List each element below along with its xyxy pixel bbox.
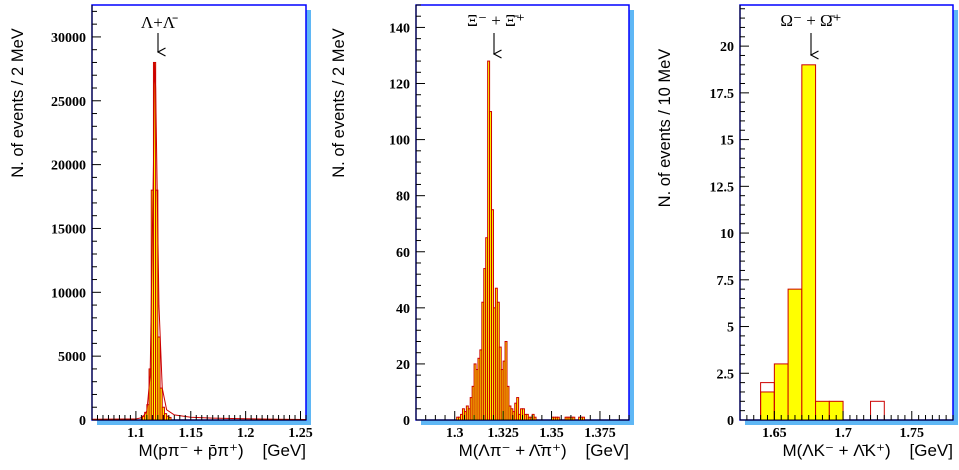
y-tick-label: 7.5 <box>717 274 735 289</box>
x-tick-label: 1.75 <box>900 426 925 441</box>
y-tick-label: 0 <box>79 414 86 429</box>
x-tick-label: 1.2 <box>237 426 255 441</box>
y-tick-label: 0 <box>727 414 734 429</box>
panel-omega: 1.65 1.7 1.75 0 2.5 5 7.5 10 12.5 15 17.5 20 Ω⁻ + Ω… <box>656 4 958 460</box>
y-tick-label: 12.5 <box>710 180 735 195</box>
y-tick-label: 2.5 <box>717 367 735 382</box>
y-tick-label: 25000 <box>51 95 86 110</box>
panel-lambda: 1.1 1.15 1.2 1.25 0 5000 10000 15000 20000 25000 3… <box>9 4 313 460</box>
y-tick-label: 20 <box>720 40 734 55</box>
y-tick-label: 100 <box>389 134 410 149</box>
y-tick-label: 60 <box>396 246 410 261</box>
histogram-bar <box>787 288 803 421</box>
x-tick-label: 1.35 <box>539 426 564 441</box>
x-axis-title: M(Λπ⁻ + Λ̄π⁺) [GeV] <box>459 441 629 460</box>
axis-ticks: 1.65 1.7 1.75 0 2.5 5 7.5 10 12.5 15 17.5 20 <box>710 8 954 441</box>
y-tick-label: 15000 <box>51 222 86 237</box>
panel-xi: 1.3 1.325 1.35 1.375 0 20 40 60 80 100 120 140 Ξ⁻ +… <box>330 4 634 460</box>
y-tick-label: 40 <box>396 302 410 317</box>
y-tick-label: 20 <box>396 358 410 373</box>
y-tick-label: 20000 <box>51 159 86 174</box>
y-tick-label: 10 <box>720 227 734 242</box>
x-axis-title: M(pπ⁻ + p̄π⁺) [GeV] <box>138 441 306 460</box>
plot-area <box>415 4 630 421</box>
y-tick-label: 140 <box>389 21 410 36</box>
y-tick-label: 10000 <box>51 286 86 301</box>
x-tick-label: 1.3 <box>446 426 464 441</box>
peak-annotation: Ω⁻ + Ω̄⁺ <box>780 11 841 30</box>
histogram-bar <box>773 363 789 421</box>
x-tick-label: 1.7 <box>834 426 852 441</box>
x-tick-label: 1.25 <box>288 426 313 441</box>
x-tick-label: 1.325 <box>487 426 519 441</box>
plot-area <box>91 4 307 421</box>
y-axis-title: N. of events / 2 MeV <box>330 28 348 177</box>
y-tick-label: 120 <box>389 78 410 93</box>
x-tick-label: 1.1 <box>127 426 145 441</box>
y-tick-label: 0 <box>403 414 410 429</box>
x-tick-label: 1.375 <box>584 426 616 441</box>
histogram-layer <box>456 60 585 421</box>
y-tick-label: 30000 <box>51 31 86 46</box>
y-axis-title: N. of events / 2 MeV <box>9 28 27 177</box>
peak-annotation: Λ+Λ̄ <box>141 13 178 32</box>
axis-ticks: 1.3 1.325 1.35 1.375 0 20 40 60 80 100 120 140 <box>389 4 630 441</box>
y-tick-label: 17.5 <box>710 87 735 102</box>
y-tick-label: 80 <box>396 190 410 205</box>
peak-annotation: Ξ⁻ + Ξ̄⁺ <box>467 11 525 30</box>
histogram-bar <box>801 64 817 421</box>
y-tick-label: 15 <box>720 134 734 149</box>
plot-area <box>739 4 954 421</box>
x-axis-title: M(ΛK⁻ + Λ̄K⁺) [GeV] <box>782 441 953 460</box>
y-tick-label: 5000 <box>58 350 86 365</box>
axis-ticks: 1.1 1.15 1.2 1.25 0 5000 10000 15000 20000 25000 3… <box>51 10 313 441</box>
x-tick-label: 1.15 <box>179 426 204 441</box>
y-axis-title: N. of events / 10 MeV <box>656 49 674 208</box>
x-tick-label: 1.65 <box>762 426 787 441</box>
y-tick-label: 5 <box>727 321 734 336</box>
